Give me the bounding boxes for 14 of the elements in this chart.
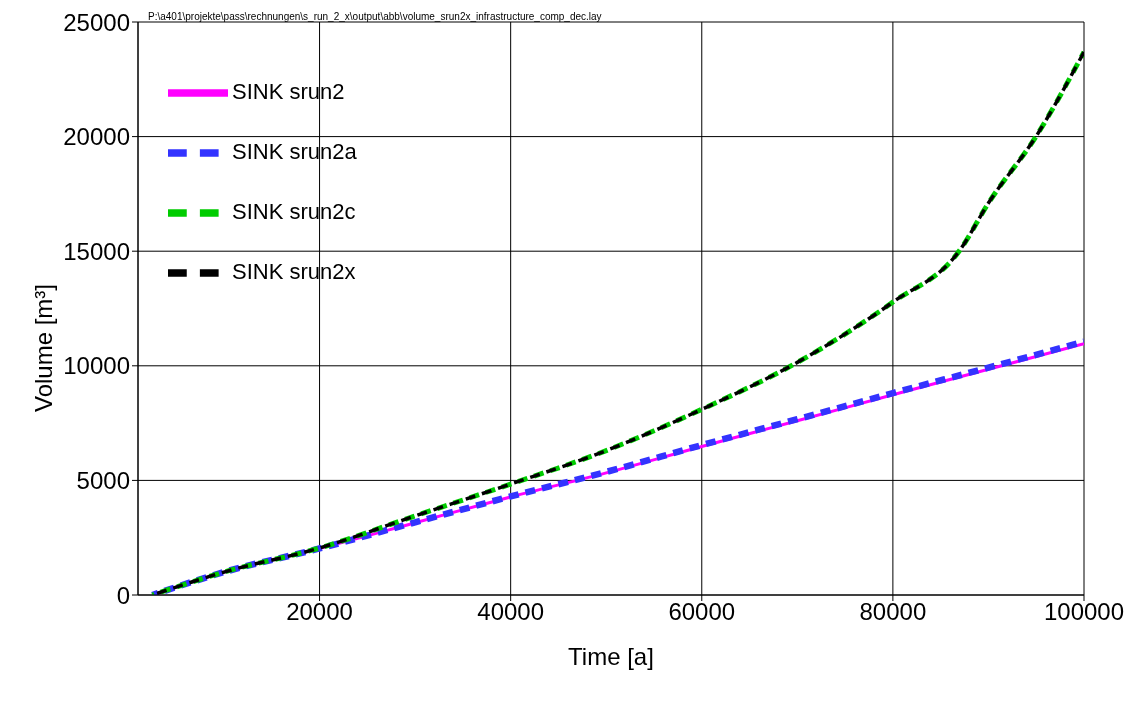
y-tick-label: 15000 xyxy=(63,237,130,265)
x-tick-label: 60000 xyxy=(668,598,736,626)
y-tick-label: 10000 xyxy=(63,352,130,380)
y-tick-label: 5000 xyxy=(76,466,130,494)
y-axis-title: Volume [m³] xyxy=(30,283,59,413)
x-tick-label: 20000 xyxy=(286,598,353,626)
annotation: P:\a401\projekte\pass\rechnungen\s_run_2_x\output\abb\volume_srun2x_infrastructure_comp_dec.lay xyxy=(148,11,602,22)
y-tick-label: 25000 xyxy=(63,8,130,36)
x-tick-label: 40000 xyxy=(477,598,545,626)
y-tick-label: 0 xyxy=(116,581,130,609)
x-axis-title: Time [a] xyxy=(568,643,654,670)
x-tick-label: 80000 xyxy=(859,598,927,626)
y-tick-label: 20000 xyxy=(63,123,130,151)
x-tick-label: 100000 xyxy=(1043,598,1125,626)
